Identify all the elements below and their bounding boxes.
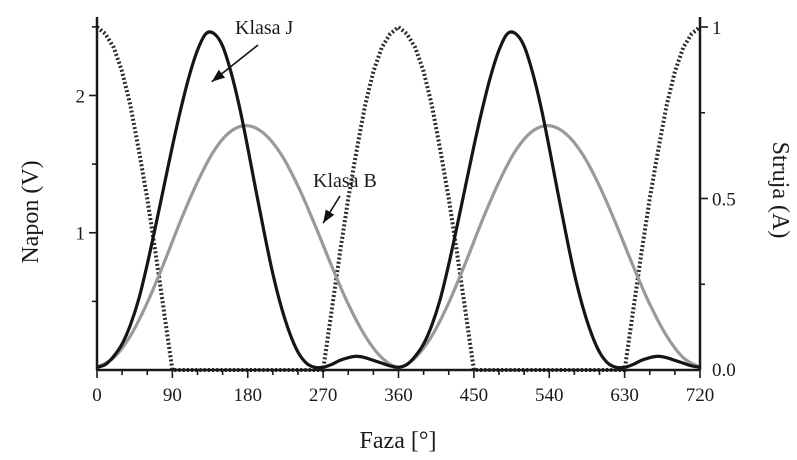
y-right-axis-label: Struja (A) <box>767 142 793 239</box>
x-tick-label: 630 <box>610 385 639 406</box>
annotation-label-klasa-j: Klasa J <box>235 17 294 39</box>
x-tick-label: 450 <box>460 385 489 406</box>
y-right-zero-label: 0.0 <box>712 360 736 381</box>
x-tick-label: 180 <box>234 385 263 406</box>
y-left-tick-label: 1 <box>76 224 86 245</box>
y-right-tick-label: 1 <box>712 18 722 39</box>
x-tick-label: 360 <box>384 385 413 406</box>
x-tick-label: 540 <box>535 385 564 406</box>
y-left-axis-label: Napon (V) <box>18 160 44 263</box>
annotation-label-klasa-b: Klasa B <box>313 170 377 192</box>
x-tick-label: 90 <box>163 385 182 406</box>
y-right-tick-label: 0.5 <box>712 190 736 211</box>
x-tick-label: 720 <box>686 385 715 406</box>
x-tick-label: 0 <box>92 385 102 406</box>
x-tick-label: 270 <box>309 385 338 406</box>
x-axis-label: Faza [°] <box>360 428 437 454</box>
y-left-tick-label: 2 <box>76 86 86 107</box>
